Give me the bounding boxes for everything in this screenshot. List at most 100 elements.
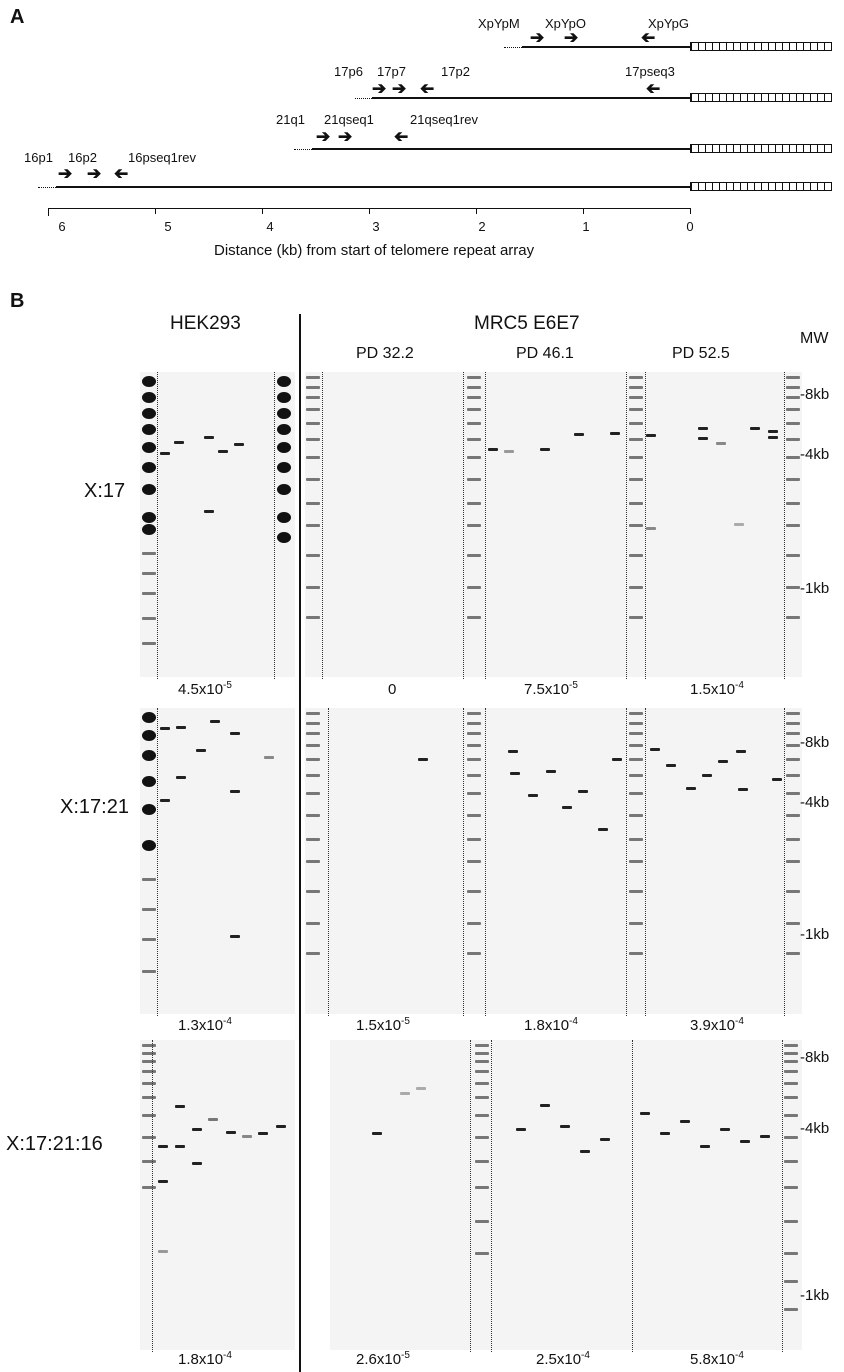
gel-band [226,1131,236,1134]
gel-band [258,1132,268,1135]
gel-band [718,760,728,763]
axis-tick-label: 3 [372,219,380,234]
cell-line-separator [299,314,301,1372]
axis-title: Distance (kb) from start of telomere rep… [214,242,535,259]
gel-band [230,935,240,938]
lane-separator [626,372,627,679]
gel-band [230,790,240,793]
mutation-frequency: 3.9x10-4 [690,1016,744,1034]
lane-separator [626,708,627,1016]
gel-band [578,790,588,793]
panel-a-letter: A [10,6,25,28]
size-marker: -1kb [800,1287,830,1304]
pd-label: PD 52.5 [672,345,730,362]
gel-band [488,448,498,451]
axis-tick [155,208,156,214]
lane-separator [152,1040,153,1352]
gel-image [305,372,802,677]
size-ladder [306,372,320,672]
gel-band [768,436,778,439]
size-marker: -4kb [800,446,830,463]
primer-label: XpYpM [478,16,520,31]
gel-band [158,1145,168,1148]
axis-tick [369,208,370,214]
gel-band [372,1132,382,1135]
gel-band [418,758,428,761]
mutation-frequency: 0 [388,681,397,698]
gel-band [640,1112,650,1115]
gel-band [720,1128,730,1131]
primer-label: 17p2 [441,64,470,79]
gel-band [660,1132,670,1135]
gel-band [560,1125,570,1128]
axis-tick [583,208,584,214]
gel-band [698,437,708,440]
axis-tick-label: 0 [686,219,694,234]
lane-separator [157,372,158,679]
mutation-frequency: 1.8x10-4 [178,1350,232,1368]
size-ladder [784,1040,798,1340]
axis-tick [48,208,49,216]
gel-band [264,756,274,759]
gel-band [174,441,184,444]
lane-separator [485,708,486,1016]
telomere-repeat-array [690,42,832,51]
gel-band [160,727,170,730]
axis-tick-label: 2 [478,219,486,234]
lane-separator [322,372,323,679]
size-ladder [306,708,320,1008]
size-marker: -1kb [800,926,830,943]
reverse-arrow-icon: ➔ [394,127,409,146]
gel-band [666,764,676,767]
chromosome-line [56,186,690,188]
size-marker: -4kb [800,794,830,811]
mutation-frequency: 1.8x10-4 [524,1016,578,1034]
lane-separator [632,1040,633,1352]
gel-band [192,1162,202,1165]
reverse-arrow-icon: ➔ [641,28,656,47]
telomere-repeat-array [690,93,832,102]
gel-band [772,778,782,781]
cell-line-header-hek293: HEK293 [170,313,241,334]
mutation-frequency: 1.3x10-4 [178,1016,232,1034]
gel-image [305,708,802,1014]
primer-label: 17p7 [377,64,406,79]
gel-band [204,510,214,513]
primer-label: 21qseq1 [324,112,374,127]
axis-tick [262,208,263,214]
gel-band [510,772,520,775]
gel-band [516,1128,526,1131]
size-marker: -4kb [800,1120,830,1137]
primer-label: XpYpG [648,16,689,31]
mutation-frequency: 2.5x10-4 [536,1350,590,1368]
gel-band [504,450,514,453]
gel-band [158,1250,168,1253]
gel-band [698,427,708,430]
mutation-frequency: 2.6x10-5 [356,1350,410,1368]
gel-band [650,748,660,751]
lane-separator [485,372,486,679]
size-ladder [467,372,481,672]
size-ladder [786,708,800,1008]
primer-label: 16p1 [24,150,53,165]
reverse-arrow-icon: ➔ [646,79,661,98]
lane-separator [645,372,646,679]
lane-separator [328,708,329,1016]
gel-band [700,1145,710,1148]
gel-band [740,1140,750,1143]
gel-band [686,787,696,790]
gel-band [702,774,712,777]
axis-tick-label: 4 [266,219,274,234]
gel-band [230,732,240,735]
chromosome-line [312,148,690,150]
mutation-frequency: 1.5x10-4 [690,680,744,698]
forward-arrow-icon: ➔ [338,127,353,146]
gel-band [218,450,228,453]
gel-band [680,1120,690,1123]
lane-separator [784,708,785,1016]
lane-separator [274,372,275,679]
gel-band [176,776,186,779]
forward-arrow-icon: ➔ [564,28,579,47]
telomere-repeat-array [690,144,832,153]
gel-band [580,1150,590,1153]
